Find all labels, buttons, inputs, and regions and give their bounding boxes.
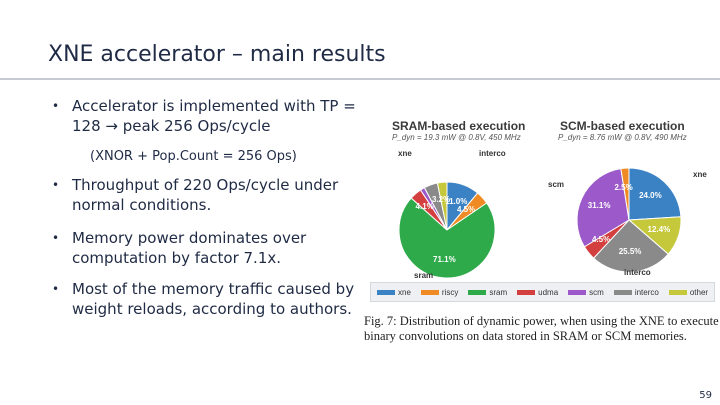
legend-item-interco: interco xyxy=(613,287,659,297)
legend-item-other: other xyxy=(668,287,709,297)
legend-label-sram: sram xyxy=(489,287,508,297)
figure-caption: Fig. 7: Distribution of dynamic power, w… xyxy=(364,314,719,343)
legend-label-interco: interco xyxy=(634,287,659,297)
legend-swatch-udma xyxy=(517,289,536,295)
pie-0-category-xne: xne xyxy=(398,149,412,158)
title-divider xyxy=(0,78,720,80)
sram-chart-subtitle: P_dyn = 19.3 mW @ 0.8V, 450 MHz xyxy=(392,133,521,142)
pie-0-label-other: 3.2% xyxy=(432,195,451,205)
legend-swatch-riscy xyxy=(420,289,439,295)
pie-1-label-other: 12.4% xyxy=(647,225,671,235)
bullet-text: Most of the memory traffic caused by wei… xyxy=(72,280,355,318)
legend-label-other: other xyxy=(689,287,709,297)
pie-0-category-interco: interco xyxy=(479,149,506,158)
bullet-1: • Accelerator is implemented with TP = 1… xyxy=(52,96,372,136)
bullet-4: • Most of the memory traffic caused by w… xyxy=(52,279,362,319)
legend-swatch-scm xyxy=(568,289,587,295)
legend-label-udma: udma xyxy=(538,287,559,297)
pie-1-label-xne: 24.0% xyxy=(639,191,662,201)
legend-swatch-interco xyxy=(613,289,632,295)
sram-chart-title: SRAM-based execution xyxy=(392,119,526,133)
legend-item-sram: sram xyxy=(468,288,507,297)
pie-1-label-interco: 25.5% xyxy=(618,247,642,257)
pie-1-category-xne: xne xyxy=(693,170,707,179)
legend-item-xne: xne xyxy=(377,288,411,297)
bullet-marker: • xyxy=(52,282,60,296)
legend-swatch-sram xyxy=(468,289,487,295)
page-number: 59 xyxy=(699,390,712,401)
chart-legend: xne riscy sram udma scm interco other xyxy=(370,282,715,302)
bullet-2: • Throughput of 220 Ops/cycle under norm… xyxy=(52,175,362,215)
pie-1-slice-scm xyxy=(576,168,630,248)
pie-0-slice-sram xyxy=(398,197,496,279)
bullet-marker: • xyxy=(52,99,60,113)
pie-1-label-udma: 4.5% xyxy=(591,235,611,245)
pie-0-slice-other xyxy=(436,181,448,231)
legend-item-riscy: riscy xyxy=(420,287,459,297)
slide-title: XNE accelerator – main results xyxy=(48,42,386,67)
scm-chart-title: SCM-based execution xyxy=(560,119,685,133)
pie-0-label-xne: 11.0% xyxy=(445,196,468,206)
legend-swatch-other xyxy=(668,289,687,295)
pie-0-category-sram: sram xyxy=(414,271,434,280)
sub-bullet: (XNOR + Pop.Count = 256 Ops) xyxy=(90,149,297,164)
bullet-text: Accelerator is implemented with TP = 128… xyxy=(72,97,356,135)
scm-chart-subtitle: P_dyn = 8.76 mW @ 0.8V, 490 MHz xyxy=(558,133,687,142)
legend-item-udma: udma xyxy=(517,288,558,297)
pie-1-label-riscy: 2.5% xyxy=(614,182,633,192)
pie-1-category-interco: interco xyxy=(624,268,651,277)
bullet-3: • Memory power dominates over computatio… xyxy=(52,228,362,268)
legend-label-riscy: riscy xyxy=(441,287,459,297)
legend-label-scm: scm xyxy=(589,287,604,297)
pie-0-label-udma: 4.1% xyxy=(415,202,434,212)
pie-1-label-scm: 31.1% xyxy=(587,201,611,211)
legend-swatch-xne xyxy=(377,289,395,295)
legend-item-scm: scm xyxy=(568,288,604,297)
legend-label-xne: xne xyxy=(398,287,411,297)
pie-1-slice-xne xyxy=(628,167,682,221)
bullet-marker: • xyxy=(52,178,60,192)
pie-1-category-scm: scm xyxy=(548,180,565,189)
bullet-marker: • xyxy=(52,231,60,245)
pie-1-slice-interco xyxy=(592,219,669,273)
bullet-text: Memory power dominates over computation … xyxy=(72,229,307,267)
pie-charts xyxy=(398,167,682,279)
pie-0-label-sram: 71.1% xyxy=(433,254,456,264)
pie-0-label-riscy: 4.5% xyxy=(457,204,476,214)
power-distribution-figure: SRAM-based execution P_dyn = 19.3 mW @ 0… xyxy=(362,110,718,340)
pie-1-slice-riscy xyxy=(620,167,630,221)
bullet-text: Throughput of 220 Ops/cycle under normal… xyxy=(72,176,339,214)
